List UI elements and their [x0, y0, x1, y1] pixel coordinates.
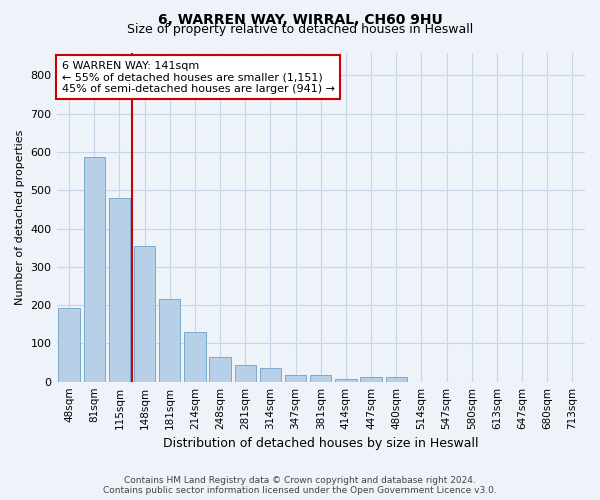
X-axis label: Distribution of detached houses by size in Heswall: Distribution of detached houses by size … — [163, 437, 479, 450]
Bar — [386, 377, 407, 382]
Bar — [235, 365, 256, 382]
Bar — [109, 198, 130, 382]
Text: 6, WARREN WAY, WIRRAL, CH60 9HU: 6, WARREN WAY, WIRRAL, CH60 9HU — [158, 12, 442, 26]
Bar — [335, 378, 356, 382]
Bar — [209, 357, 231, 382]
Text: 6 WARREN WAY: 141sqm
← 55% of detached houses are smaller (1,151)
45% of semi-de: 6 WARREN WAY: 141sqm ← 55% of detached h… — [62, 60, 335, 94]
Bar — [361, 377, 382, 382]
Text: Size of property relative to detached houses in Heswall: Size of property relative to detached ho… — [127, 22, 473, 36]
Bar — [159, 300, 181, 382]
Bar — [260, 368, 281, 382]
Bar — [285, 375, 307, 382]
Y-axis label: Number of detached properties: Number of detached properties — [15, 130, 25, 305]
Bar — [58, 308, 80, 382]
Bar — [134, 246, 155, 382]
Bar — [83, 156, 105, 382]
Bar — [184, 332, 206, 382]
Bar — [310, 375, 331, 382]
Text: Contains HM Land Registry data © Crown copyright and database right 2024.
Contai: Contains HM Land Registry data © Crown c… — [103, 476, 497, 495]
